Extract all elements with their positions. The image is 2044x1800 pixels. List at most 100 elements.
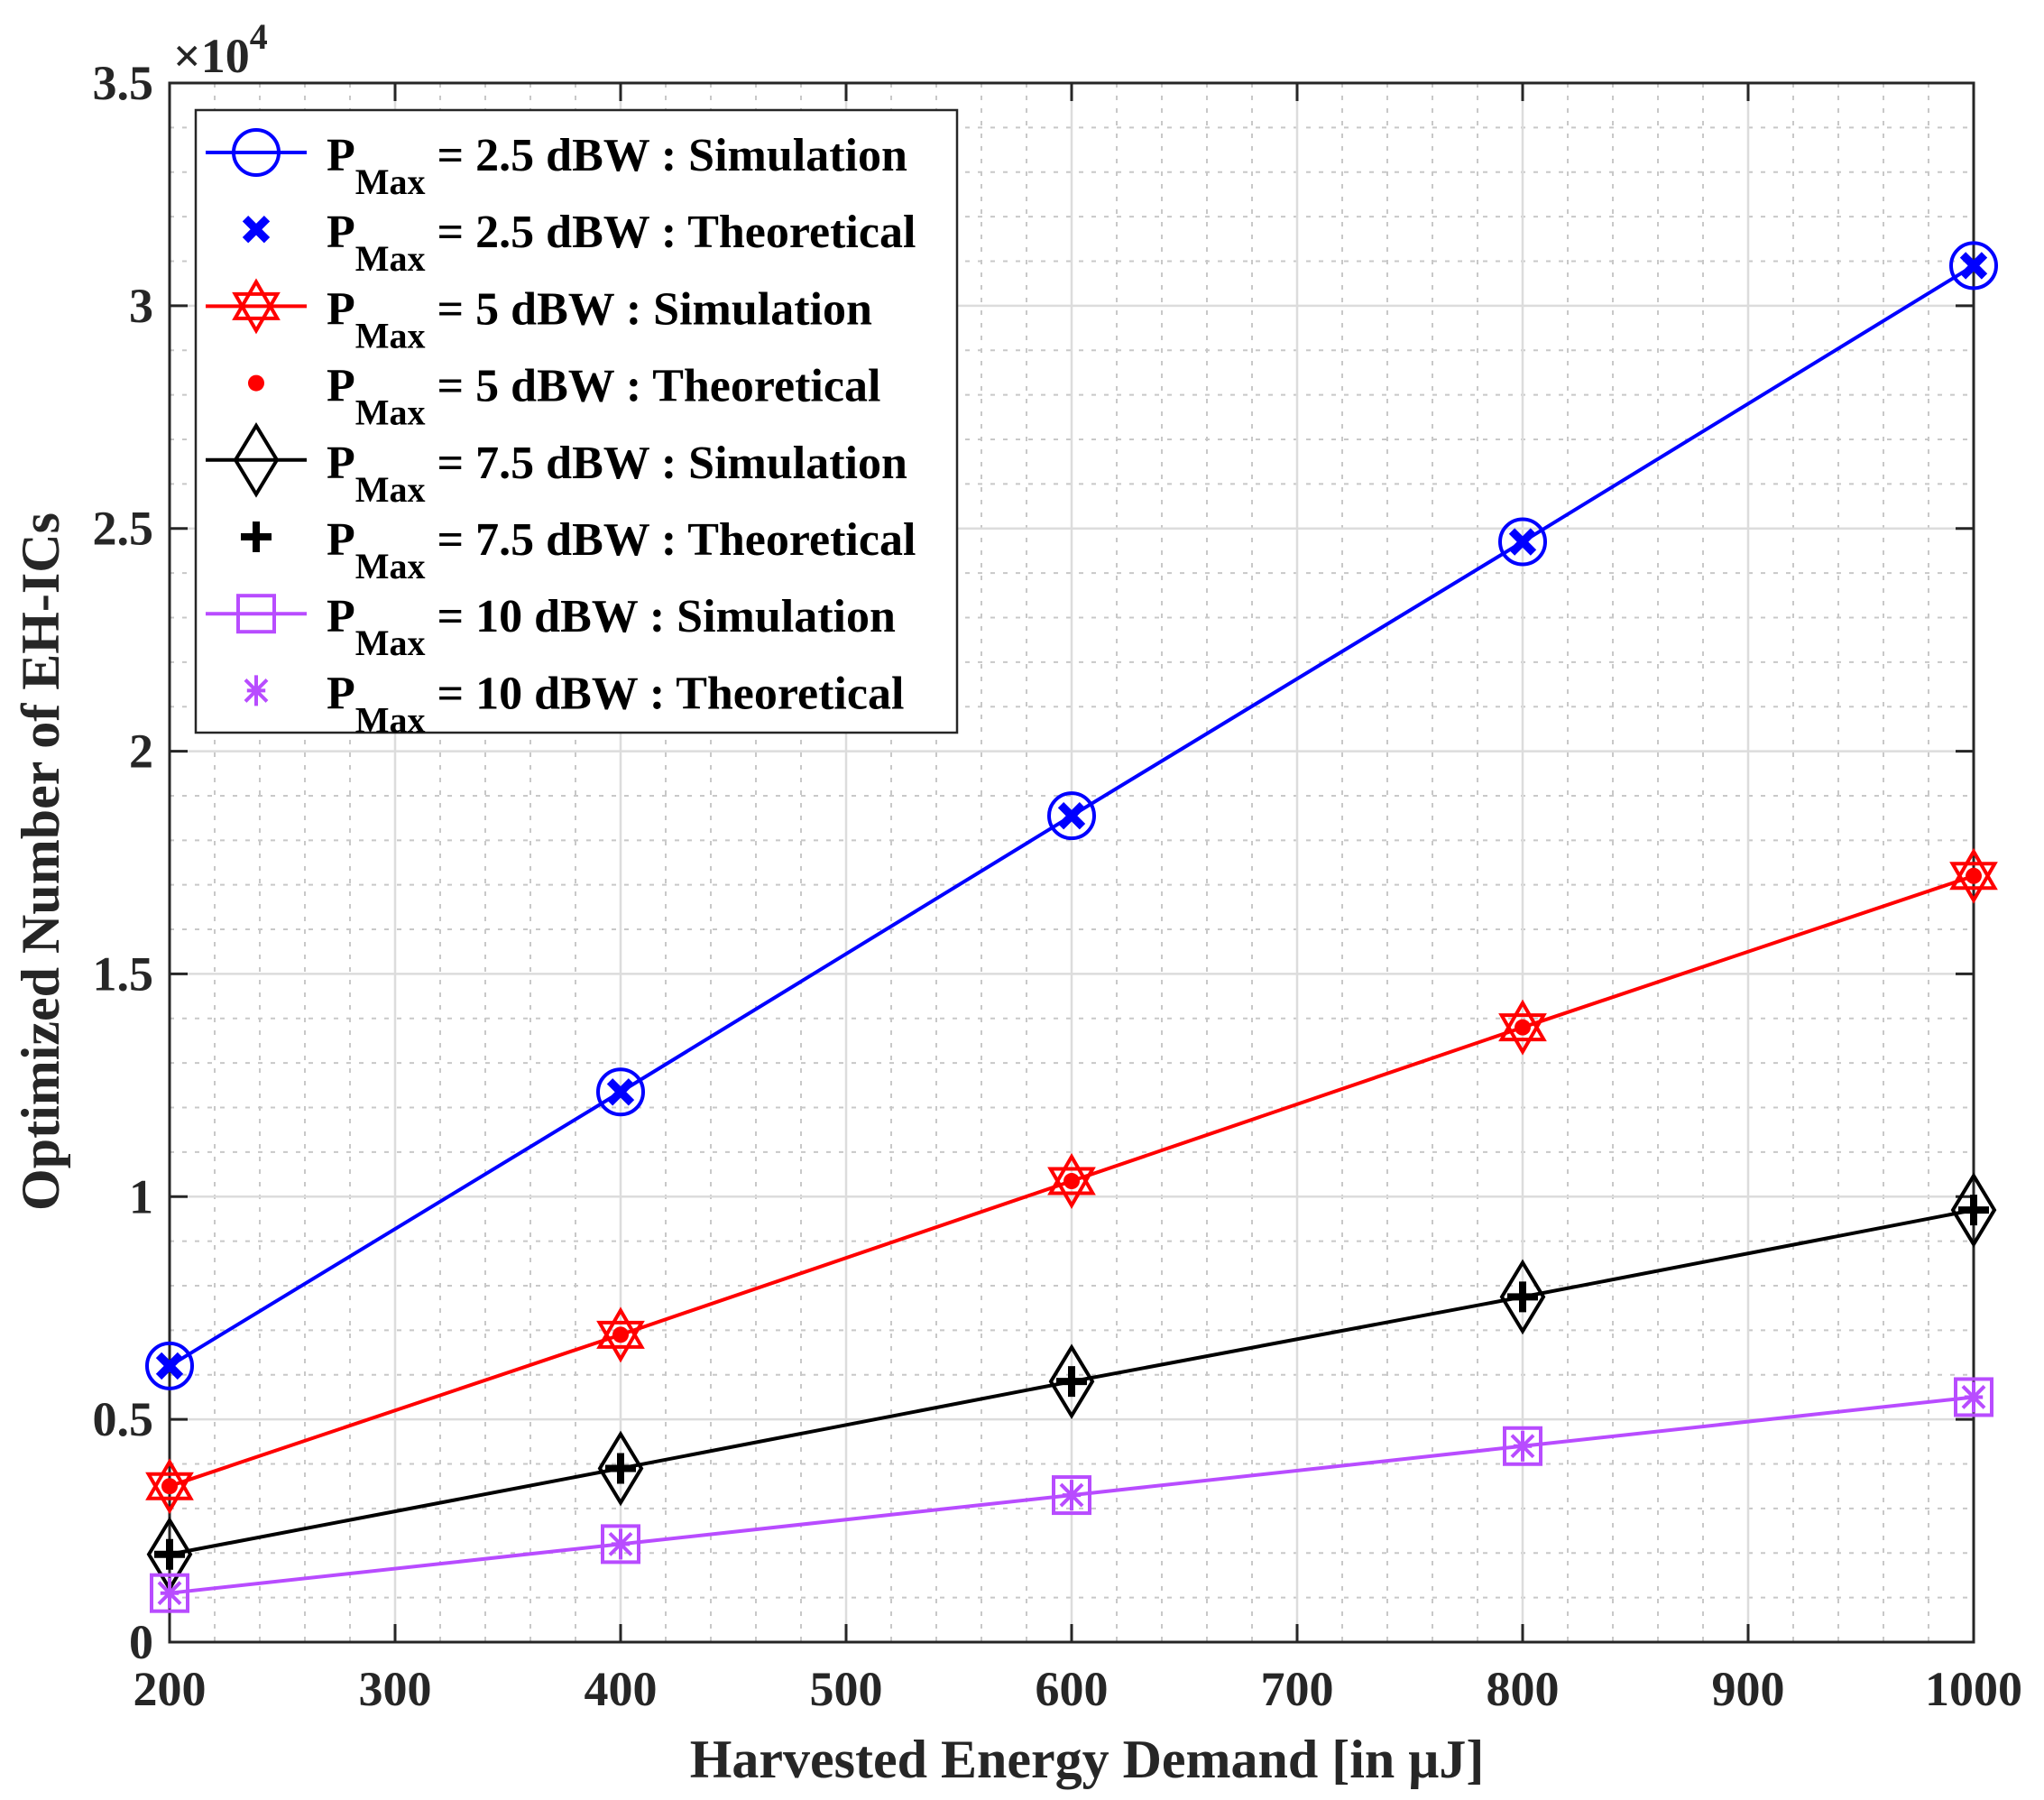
y-exponent-power: 4 <box>250 16 268 57</box>
data-point-dot <box>1063 1173 1080 1190</box>
y-exponent-base: ×10 <box>173 29 250 83</box>
data-point-asterisk <box>1059 1480 1084 1511</box>
data-point-hexagram <box>145 1472 194 1515</box>
x-tick-label: 900 <box>1712 1662 1785 1716</box>
legend-label-text: = 2.5 dBW : Theoretical <box>426 207 916 258</box>
data-point-square <box>601 1524 640 1565</box>
data-point-hexagram <box>145 1458 194 1500</box>
series-layer <box>145 241 1998 1613</box>
data-point-square <box>150 1573 189 1613</box>
legend-label-text: = 5 dBW : Theoretical <box>426 361 881 412</box>
data-point-circle <box>1949 241 1998 291</box>
data-point-square <box>1503 1426 1542 1466</box>
legend-label-subscript: Max <box>355 162 426 202</box>
data-point-diamond <box>1048 1343 1095 1420</box>
legend-item: PMax = 2.5 dBW : Theoretical <box>242 207 916 279</box>
legend-label-subscript: Max <box>355 469 426 510</box>
data-point-hexagram <box>596 1320 645 1363</box>
legend-label-subscript: Max <box>355 699 426 740</box>
legend-label-p: P <box>327 130 355 181</box>
legend-label-text: = 2.5 dBW : Simulation <box>426 130 907 181</box>
x-tick-label: 300 <box>359 1662 432 1716</box>
data-point-dot <box>612 1326 629 1343</box>
data-point-x <box>606 1078 635 1106</box>
legend-label-subscript: Max <box>355 546 426 586</box>
legend-label-subscript: Max <box>355 623 426 663</box>
y-tick-label: 2 <box>129 725 153 779</box>
legend-label-text: = 7.5 dBW : Theoretical <box>426 514 916 566</box>
x-axis-label: Harvested Energy Demand [in μJ] <box>690 1730 1485 1789</box>
data-point-hexagram <box>1047 1167 1096 1210</box>
data-point-hexagram <box>1498 1013 1547 1056</box>
data-point-circle <box>145 1341 194 1390</box>
data-point-asterisk <box>1961 1381 1986 1413</box>
x-tick-label: 400 <box>585 1662 658 1716</box>
legend-marker-hexagram <box>232 291 281 335</box>
y-tick-label: 0.5 <box>93 1392 154 1446</box>
x-tick-label: 1000 <box>1925 1662 2022 1716</box>
data-point-hexagram <box>1047 1153 1096 1195</box>
legend-label-p: P <box>327 207 355 258</box>
legend-label: PMax = 2.5 dBW : Simulation <box>327 130 907 202</box>
data-point-diamond <box>597 1430 644 1507</box>
y-tick-label: 0 <box>129 1615 153 1669</box>
y-tick-label: 3 <box>129 279 153 333</box>
y-axis-label: Optimized Number of EH-ICs <box>11 512 70 1211</box>
legend-label-text: = 7.5 dBW : Simulation <box>426 438 907 489</box>
legend-label-text: = 10 dBW : Simulation <box>426 591 896 642</box>
legend-item: PMax = 10 dBW : Simulation <box>206 591 896 663</box>
legend-marker-asterisk <box>244 675 269 706</box>
legend-label-text: = 5 dBW : Simulation <box>426 283 872 335</box>
data-point-diamond <box>1499 1259 1546 1335</box>
y-tick-label: 1.5 <box>93 946 154 1001</box>
x-tick-label: 200 <box>134 1662 207 1716</box>
x-tick-label: 800 <box>1487 1662 1560 1716</box>
data-point-x <box>1508 528 1537 556</box>
data-point-plus <box>605 1453 636 1484</box>
data-point-x <box>1959 252 1988 280</box>
legend-marker-dot <box>248 374 264 392</box>
data-point-x <box>155 1352 184 1380</box>
data-point-circle <box>596 1067 645 1117</box>
data-point-asterisk <box>1510 1430 1535 1462</box>
data-point-dot <box>1966 867 1982 884</box>
legend-label-subscript: Max <box>355 315 426 355</box>
legend-label-p: P <box>327 438 355 489</box>
legend-label-p: P <box>327 514 355 566</box>
legend-marker-plus <box>241 522 272 552</box>
series-3 <box>161 867 1982 1495</box>
legend-label-subscript: Max <box>355 392 426 433</box>
y-tick-label: 2.5 <box>93 502 154 556</box>
legend-label: PMax = 5 dBW : Simulation <box>327 283 872 355</box>
x-tick-label: 500 <box>810 1662 883 1716</box>
legend-label-p: P <box>327 361 355 412</box>
legend-label: PMax = 7.5 dBW : Theoretical <box>327 514 916 586</box>
series-1 <box>155 252 1988 1380</box>
data-point-plus <box>1056 1366 1087 1398</box>
y-exponent-label: ×104 <box>173 16 268 83</box>
legend-label-subscript: Max <box>355 238 426 279</box>
legend-label: PMax = 10 dBW : Theoretical <box>327 668 904 740</box>
data-point-asterisk <box>608 1528 633 1560</box>
series-7 <box>157 1381 1986 1609</box>
legend-label-text: = 10 dBW : Theoretical <box>426 668 905 719</box>
data-point-plus <box>1958 1195 1989 1226</box>
legend-marker-circle <box>232 128 281 177</box>
data-point-square <box>1052 1475 1091 1516</box>
legend-label: PMax = 2.5 dBW : Theoretical <box>327 207 916 279</box>
legend-item: PMax = 7.5 dBW : Theoretical <box>241 514 916 586</box>
legend-marker-x <box>242 216 271 244</box>
data-point-x <box>1057 801 1086 830</box>
data-point-hexagram <box>1949 862 1998 904</box>
axes: 200 300 400 500 600 700 800 900 1000 0 0.5 1 1.5 2 2.5… <box>93 56 2023 1716</box>
legend-label: PMax = 5 dBW : Theoretical <box>327 361 880 433</box>
legend-box <box>194 108 959 734</box>
legend-label: PMax = 7.5 dBW : Simulation <box>327 438 907 510</box>
legend-label-p: P <box>327 668 355 719</box>
legend-item: PMax = 10 dBW : Theoretical <box>244 668 904 740</box>
data-point-hexagram <box>596 1306 645 1349</box>
legend-marker-hexagram <box>232 278 281 320</box>
series-5 <box>154 1195 1989 1570</box>
data-point-plus <box>154 1538 185 1570</box>
